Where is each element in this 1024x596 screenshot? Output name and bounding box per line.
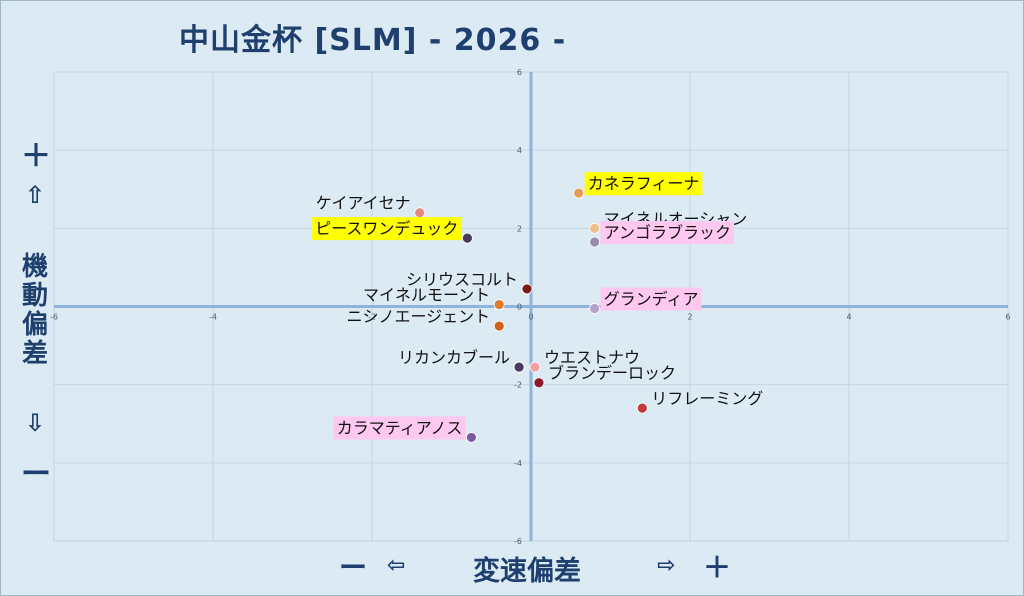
data-point — [533, 377, 545, 389]
point-label-highlight — [312, 217, 462, 241]
y-tick-label: -2 — [514, 381, 522, 390]
point-label: アンゴラブラック — [604, 223, 731, 242]
x-tick-label: -2 — [368, 313, 376, 322]
point-label: ケイアイセナ — [316, 194, 411, 213]
point-label-highlight — [600, 221, 734, 245]
x-tick-label: -6 — [50, 313, 58, 322]
y-axis-minus-sign: ー — [21, 457, 51, 492]
x-axis-minus-sign: ー — [339, 551, 368, 584]
left-arrow-icon: ⇦ — [387, 553, 406, 578]
data-point — [529, 361, 541, 373]
y-tick-label: 6 — [517, 68, 522, 77]
point-label: シリウスコルト — [406, 270, 518, 289]
x-tick-label: 0 — [528, 313, 533, 322]
x-axis-label: 変速偏差 — [473, 556, 581, 587]
data-point — [589, 303, 600, 314]
x-tick-label: -4 — [209, 313, 217, 322]
y-tick-label: -6 — [514, 537, 522, 546]
data-point — [414, 207, 426, 219]
y-tick-label: -4 — [514, 459, 522, 468]
data-point — [589, 236, 600, 248]
data-point — [636, 402, 648, 414]
data-point — [493, 320, 505, 332]
point-label: マイネルモーント — [363, 286, 490, 305]
up-arrow-icon: ⇧ — [24, 181, 46, 209]
y-tick-label: 2 — [517, 224, 522, 233]
point-label: ウエストナウ — [544, 348, 640, 367]
data-point — [513, 361, 525, 373]
chart-title: 中山金杯 [SLM] - 2026 - — [179, 23, 567, 58]
x-tick-label: 2 — [687, 313, 692, 322]
point-label: ニシノエージェント — [347, 307, 491, 326]
x-tick-label: 4 — [846, 313, 851, 322]
data-point — [589, 222, 600, 234]
point-label: ブランデーロック — [548, 364, 676, 383]
data-point — [465, 432, 477, 443]
point-label: リフレーミング — [651, 389, 763, 408]
y-axis-label: 機動偏差 — [21, 252, 48, 369]
point-label: カネラフィーナ — [588, 174, 700, 193]
point-label-highlight — [600, 287, 702, 311]
point-label: ピースワンデュック — [315, 219, 458, 238]
x-axis-plus-sign: ＋ — [703, 551, 732, 584]
point-label: カラマティアノス — [337, 418, 463, 437]
data-point — [521, 283, 533, 295]
y-tick-label: 4 — [517, 146, 522, 155]
data-point — [573, 187, 585, 199]
point-label: グランディア — [604, 289, 699, 308]
down-arrow-icon: ⇩ — [24, 409, 46, 437]
point-label: リカンカブール — [398, 348, 510, 367]
y-tick-label: 0 — [517, 303, 522, 312]
right-arrow-icon: ⇨ — [657, 553, 676, 578]
x-tick-label: 6 — [1005, 313, 1010, 322]
data-point — [493, 299, 505, 310]
y-axis-plus-sign: ＋ — [21, 139, 51, 174]
data-point — [461, 232, 473, 244]
point-label-highlight — [584, 172, 703, 196]
point-label-highlight — [333, 416, 466, 440]
